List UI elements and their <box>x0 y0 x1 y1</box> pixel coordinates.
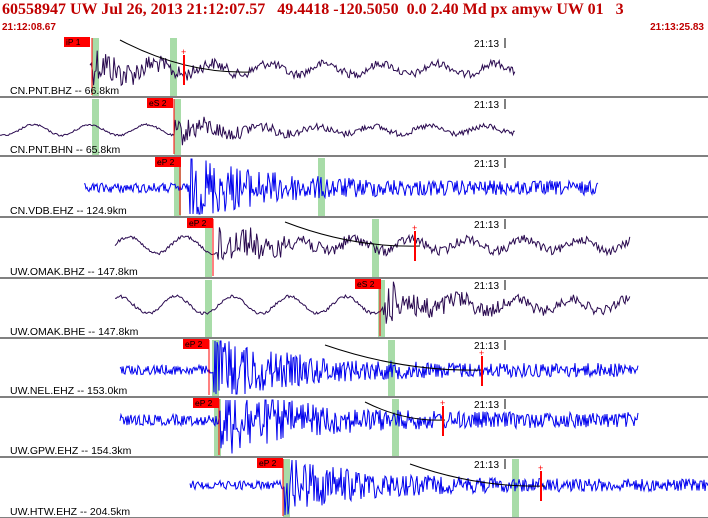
minute-label: 21:13 <box>474 400 499 411</box>
pick-label: eP 2 <box>189 218 207 228</box>
minute-label: 21:13 <box>474 341 499 352</box>
pick-label: eP 2 <box>259 458 277 468</box>
pick-window-band <box>372 219 379 277</box>
station-label: CN.PNT.BHN -- 65.8km <box>10 144 121 156</box>
coda-plus-marker: + <box>440 398 445 408</box>
pick-window-band <box>92 38 99 96</box>
pick-label-box <box>64 37 90 47</box>
waveform-trace <box>89 50 516 87</box>
pick-window-band <box>92 99 99 155</box>
pick-label-box <box>355 279 381 289</box>
waveform-trace <box>0 116 515 146</box>
waveform-trace <box>114 281 631 324</box>
window-start-time: 21:12:08.67 <box>2 22 56 33</box>
coda-curve <box>409 463 546 487</box>
coda-curve <box>364 401 446 421</box>
coda-plus-marker: + <box>412 223 417 233</box>
pick-window-band <box>392 399 399 456</box>
pick-label: eP 2 <box>157 157 175 167</box>
minute-label: 21:13 <box>474 100 499 111</box>
event-summary-header: 60558947 UW Jul 26, 2013 21:12:07.57 49.… <box>2 1 624 18</box>
pick-label: eP 2 <box>195 398 213 408</box>
pick-window-band <box>214 399 221 456</box>
coda-curve <box>324 344 483 371</box>
station-label: UW.HTW.EHZ -- 204.5km <box>10 506 130 518</box>
pick-label-box <box>257 458 283 468</box>
pick-label-box <box>155 157 181 167</box>
pick-label-box <box>147 98 173 108</box>
coda-plus-marker: + <box>181 47 186 57</box>
waveform-trace <box>189 459 708 516</box>
station-label: CN.VDB.EHZ -- 124.9km <box>10 205 127 217</box>
minute-label: 21:13 <box>474 159 499 170</box>
station-label: UW.OMAK.BHE -- 147.8km <box>10 326 139 338</box>
pick-label: iP 1 <box>66 37 81 47</box>
coda-plus-marker: + <box>479 348 484 358</box>
minute-label: 21:13 <box>474 39 499 50</box>
pick-window-band <box>170 38 177 96</box>
window-end-time: 21:13:25.83 <box>650 22 704 33</box>
pick-label: eP 2 <box>185 339 203 349</box>
waveform-trace <box>119 340 639 395</box>
coda-curve <box>284 221 421 247</box>
minute-label: 21:13 <box>474 281 499 292</box>
station-label: CN.PNT.BHZ -- 66.8km <box>10 85 119 97</box>
pick-window-band <box>205 219 212 277</box>
waveform-trace <box>83 158 599 215</box>
station-label: UW.OMAK.BHZ -- 147.8km <box>10 266 138 278</box>
pick-label-box <box>193 398 219 408</box>
pick-label-box <box>183 339 209 349</box>
pick-label-box <box>187 218 213 228</box>
minute-label: 21:13 <box>474 460 499 471</box>
minute-label: 21:13 <box>474 220 499 231</box>
pick-label: eS 2 <box>149 98 167 108</box>
station-label: UW.GPW.EHZ -- 154.3km <box>10 445 132 457</box>
pick-label: eS 2 <box>357 279 375 289</box>
coda-plus-marker: + <box>538 463 543 473</box>
waveform-trace <box>119 399 639 454</box>
station-label: UW.NEL.EHZ -- 153.0km <box>10 385 128 397</box>
pick-window-band <box>205 280 212 337</box>
